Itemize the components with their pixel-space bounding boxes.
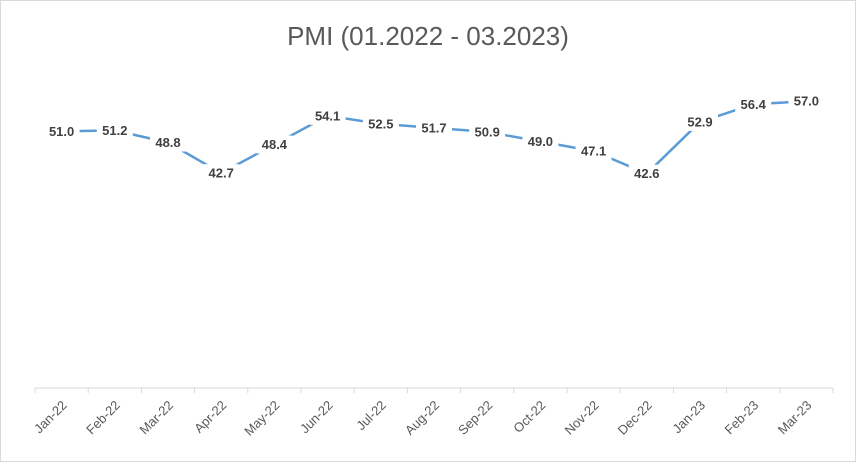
data-label-group: 57.0 (788, 92, 825, 111)
data-label-backdrop (416, 118, 452, 137)
data-label-group: 51.0 (43, 122, 80, 141)
data-label: 49.0 (528, 134, 553, 149)
data-label: 48.8 (155, 135, 180, 150)
data-label: 51.7 (421, 120, 446, 135)
data-label-backdrop (628, 164, 665, 183)
x-tick-label: Apr-22 (191, 398, 229, 436)
data-label-group: 54.1 (309, 106, 346, 125)
data-label-backdrop (682, 112, 718, 131)
x-tick-label: Jun-22 (297, 398, 336, 437)
data-label-group: 51.2 (96, 121, 133, 140)
data-label-backdrop (150, 133, 186, 152)
x-tick-label: Mar-23 (775, 398, 815, 438)
data-label-backdrop (362, 114, 399, 133)
data-label-backdrop (735, 95, 772, 114)
data-label: 48.4 (262, 137, 288, 152)
data-label: 57.0 (794, 94, 819, 109)
data-label-group: 56.4 (735, 95, 772, 114)
data-label: 42.6 (634, 166, 659, 181)
data-label: 51.0 (49, 124, 74, 139)
data-label: 52.9 (687, 114, 712, 129)
x-tick-label: Jan-23 (669, 398, 708, 437)
x-tick-label: Oct-22 (510, 398, 548, 436)
data-label: 54.1 (315, 108, 340, 123)
data-label-group: 52.5 (362, 114, 399, 133)
data-label-backdrop (96, 121, 133, 140)
data-label-backdrop (788, 92, 825, 111)
x-tick-label: Dec-22 (615, 398, 655, 438)
data-label-group: 47.1 (575, 142, 612, 161)
data-label: 52.5 (368, 116, 393, 131)
data-label-backdrop (43, 122, 80, 141)
data-label: 51.2 (102, 123, 127, 138)
data-label-backdrop (522, 132, 559, 151)
data-label-group: 42.6 (628, 164, 665, 183)
x-tick-label: Jan-22 (31, 398, 70, 437)
data-label: 50.9 (475, 124, 500, 139)
x-tick-label: Jul-22 (353, 398, 389, 434)
data-label-group: 51.7 (416, 118, 452, 137)
chart-title: PMI (01.2022 - 03.2023) (287, 21, 569, 51)
data-label-backdrop (309, 106, 346, 125)
x-tick-label: May-22 (241, 398, 282, 439)
data-label-group: 52.9 (682, 112, 718, 131)
data-label-backdrop (256, 135, 293, 154)
x-tick-label: Sep-22 (455, 398, 495, 438)
data-labels: 51.0 51.2 48.8 42.7 48.4 54.1 52.5 51.7 50.9 49.0… (43, 92, 825, 183)
data-label-group: 50.9 (469, 122, 506, 141)
x-tick-label: Feb-23 (722, 398, 762, 438)
data-label-backdrop (575, 142, 612, 161)
data-label-group: 49.0 (522, 132, 559, 151)
x-tick-label: Aug-22 (402, 398, 442, 438)
data-label-backdrop (469, 122, 506, 141)
x-axis (34, 387, 834, 393)
data-label-group: 48.4 (256, 135, 293, 154)
x-tick-labels: Jan-22 Feb-22 Mar-22 Apr-22 May-22 Jun-22 Jul-… (31, 398, 815, 439)
x-tick-label: Mar-22 (136, 398, 176, 438)
data-label-group: 42.7 (203, 164, 240, 183)
x-tick-label: Feb-22 (83, 398, 123, 438)
data-label-backdrop (203, 164, 240, 183)
data-label: 47.1 (581, 144, 606, 159)
data-label: 56.4 (741, 97, 767, 112)
data-label: 42.7 (209, 166, 234, 181)
x-tick-label: Nov-22 (561, 398, 601, 438)
data-label-group: 48.8 (150, 133, 186, 152)
